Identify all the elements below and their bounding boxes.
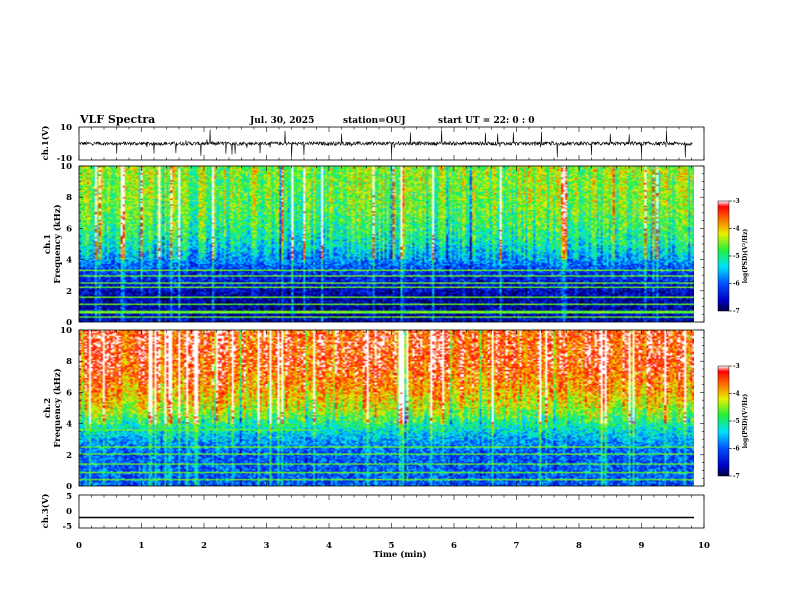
ch1-spectrogram-ytick-label: 0 <box>66 318 72 328</box>
ch1-spectrogram-ytick-label: 4 <box>66 256 72 266</box>
ch2-spectrogram-ytick-label: 10 <box>60 326 72 336</box>
time-axis-ticks <box>78 127 705 528</box>
time-tick-label: 9 <box>639 541 645 551</box>
header-station: station=OUJ <box>343 116 406 126</box>
ch2-spectrogram-ylabel: Frequency (kHz) <box>52 368 63 447</box>
ch3-waveform-ylabel: ch.3(V) <box>40 494 51 529</box>
ch2-spectrogram-ytick-label: 4 <box>66 420 72 430</box>
ch1-spectrogram-ytick-label: 10 <box>60 162 72 172</box>
ch1-spectrogram-ylabel: Frequency (kHz) <box>52 204 63 283</box>
ch1-spectrogram-ytick-label: 8 <box>66 193 72 203</box>
figure-title: VLF Spectra <box>79 113 155 126</box>
ch2-spectrogram-ytick-label: 0 <box>66 482 72 492</box>
ch2-spectrogram-ytick-label: 6 <box>66 388 72 398</box>
ch3-waveform-panel: 5 0 -5 ch.3(V) <box>40 492 705 532</box>
ch1-spectrogram-image <box>79 166 694 322</box>
time-tick-label: 3 <box>264 541 270 551</box>
time-axis-label: Time (min) <box>373 549 426 560</box>
time-tick-label: 1 <box>139 541 145 551</box>
ch1-spectrogram-ytick-label: 2 <box>66 287 72 297</box>
ch1-colorbar-tick-label: -4 <box>733 226 740 233</box>
time-tick-label: 2 <box>201 541 207 551</box>
ch2-colorbar-label: log(PSD)(V²/Hz) <box>742 394 749 449</box>
ch1-ytick-top: 10 <box>60 123 72 133</box>
ch1-waveform-ylabel: ch.1(V) <box>40 126 51 161</box>
ch1-waveform-trace <box>78 129 693 158</box>
ch2-spectrogram-panel: 0 2 4 6 8 10 ch.2 Frequency (kHz) <box>43 326 705 492</box>
ch2-colorbar-tick-label: -4 <box>733 391 740 398</box>
time-tick-label: 5 <box>389 541 395 551</box>
time-tick-label: 7 <box>514 541 520 551</box>
ch3-ytick-middle: 0 <box>66 507 72 517</box>
ch3-ytick-top: 5 <box>66 492 72 502</box>
ch3-ytick-bottom: -5 <box>63 522 73 532</box>
time-tick-label: 8 <box>576 541 582 551</box>
ch1-spectrogram-panel: 0 2 4 6 8 10 ch.1 Frequency (kHz) <box>43 162 705 328</box>
ch2-colorbar-tick-label: -3 <box>733 363 740 370</box>
ch2-spectrogram-ytick-label: 8 <box>66 357 72 367</box>
header-date: Jul. 30, 2025 <box>249 116 314 126</box>
ch2-colorbar-tick-label: -7 <box>733 473 740 480</box>
ch1-spectrogram-ytick-label: 6 <box>66 224 72 234</box>
time-tick-label: 0 <box>76 541 82 551</box>
ch1-ytick-bottom: -10 <box>57 154 72 164</box>
ch2-colorbar-tick-label: -6 <box>733 446 740 453</box>
header-start-time: start UT = 22: 0 : 0 <box>438 116 535 126</box>
time-tick-label: 4 <box>326 541 332 551</box>
ch2-spectrogram-image <box>79 330 694 486</box>
ch2-colorbar: -3 -4 -5 -6 -7 log(PSD)(V²/Hz) <box>717 363 749 480</box>
ch2-spectrogram-ytick-label: 2 <box>66 451 72 461</box>
ch1-colorbar-label: log(PSD)(V²/Hz) <box>742 229 749 284</box>
ch1-colorbar-tick-label: -5 <box>733 253 740 260</box>
time-axis-tick-labels: 0 1 2 3 4 5 6 7 8 9 10 <box>76 541 710 551</box>
ch1-colorbar-tick-label: -3 <box>733 198 740 205</box>
ch1-spectrogram-channel-label: ch.1 <box>43 234 53 254</box>
ch1-colorbar: -3 -4 -5 -6 -7 log(PSD)(V²/Hz) <box>717 198 749 315</box>
time-tick-label: 10 <box>698 541 710 551</box>
ch2-spectrogram-channel-label: ch.2 <box>43 398 53 418</box>
ch2-colorbar-tick-label: -5 <box>733 418 740 425</box>
time-tick-label: 6 <box>451 541 457 551</box>
ch1-waveform-panel: 10 -10 ch.1(V) <box>40 123 705 164</box>
ch1-colorbar-tick-label: -7 <box>733 308 740 315</box>
ch1-colorbar-tick-label: -6 <box>733 281 740 288</box>
